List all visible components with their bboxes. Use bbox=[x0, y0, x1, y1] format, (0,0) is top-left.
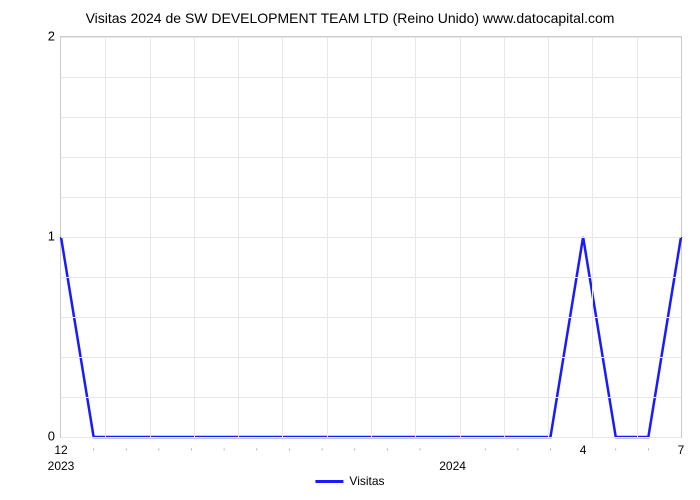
x-tick-minor: ' bbox=[158, 447, 160, 457]
x-tick-minor: ' bbox=[550, 447, 552, 457]
x-year-label: 2023 bbox=[48, 459, 75, 473]
grid-line-h bbox=[61, 437, 681, 438]
grid-line-v bbox=[371, 37, 372, 437]
grid-line-v bbox=[105, 37, 106, 437]
grid-line-v bbox=[504, 37, 505, 437]
x-tick-minor: ' bbox=[256, 447, 258, 457]
grid-line-v bbox=[150, 37, 151, 437]
grid-line-v bbox=[548, 37, 549, 437]
x-tick-minor: ' bbox=[93, 447, 95, 457]
grid-line-v bbox=[282, 37, 283, 437]
x-tick-label: 12 bbox=[54, 443, 67, 457]
chart-title: Visitas 2024 de SW DEVELOPMENT TEAM LTD … bbox=[10, 10, 690, 26]
y-tick-label: 1 bbox=[10, 229, 55, 244]
x-tick-minor: ' bbox=[615, 447, 617, 457]
grid-line-v bbox=[194, 37, 195, 437]
x-tick-minor: ' bbox=[354, 447, 356, 457]
x-tick-minor: ' bbox=[223, 447, 225, 457]
grid-line-v bbox=[238, 37, 239, 437]
y-tick-label: 2 bbox=[10, 29, 55, 44]
chart-container: Visitas 2024 de SW DEVELOPMENT TEAM LTD … bbox=[10, 10, 690, 490]
x-year-label: 2024 bbox=[439, 459, 466, 473]
grid-line-v bbox=[327, 37, 328, 437]
x-tick-label: 4 bbox=[580, 443, 587, 457]
legend: Visitas bbox=[315, 474, 384, 488]
y-tick-label: 0 bbox=[10, 429, 55, 444]
x-tick-minor: ' bbox=[419, 447, 421, 457]
x-tick-minor: ' bbox=[125, 447, 127, 457]
grid-line-v bbox=[415, 37, 416, 437]
legend-label: Visitas bbox=[349, 474, 384, 488]
x-tick-minor: ' bbox=[289, 447, 291, 457]
x-tick-minor: ' bbox=[517, 447, 519, 457]
plot-area: 1247''''''''''''''''20232024 bbox=[60, 36, 682, 438]
grid-line-v bbox=[460, 37, 461, 437]
legend-swatch bbox=[315, 480, 343, 483]
x-tick-label: 7 bbox=[678, 443, 685, 457]
x-tick-minor: ' bbox=[321, 447, 323, 457]
x-tick-minor: ' bbox=[191, 447, 193, 457]
grid-line-v bbox=[592, 37, 593, 437]
grid-line-v bbox=[637, 37, 638, 437]
x-tick-minor: ' bbox=[484, 447, 486, 457]
x-tick-minor: ' bbox=[386, 447, 388, 457]
x-tick-minor: ' bbox=[648, 447, 650, 457]
